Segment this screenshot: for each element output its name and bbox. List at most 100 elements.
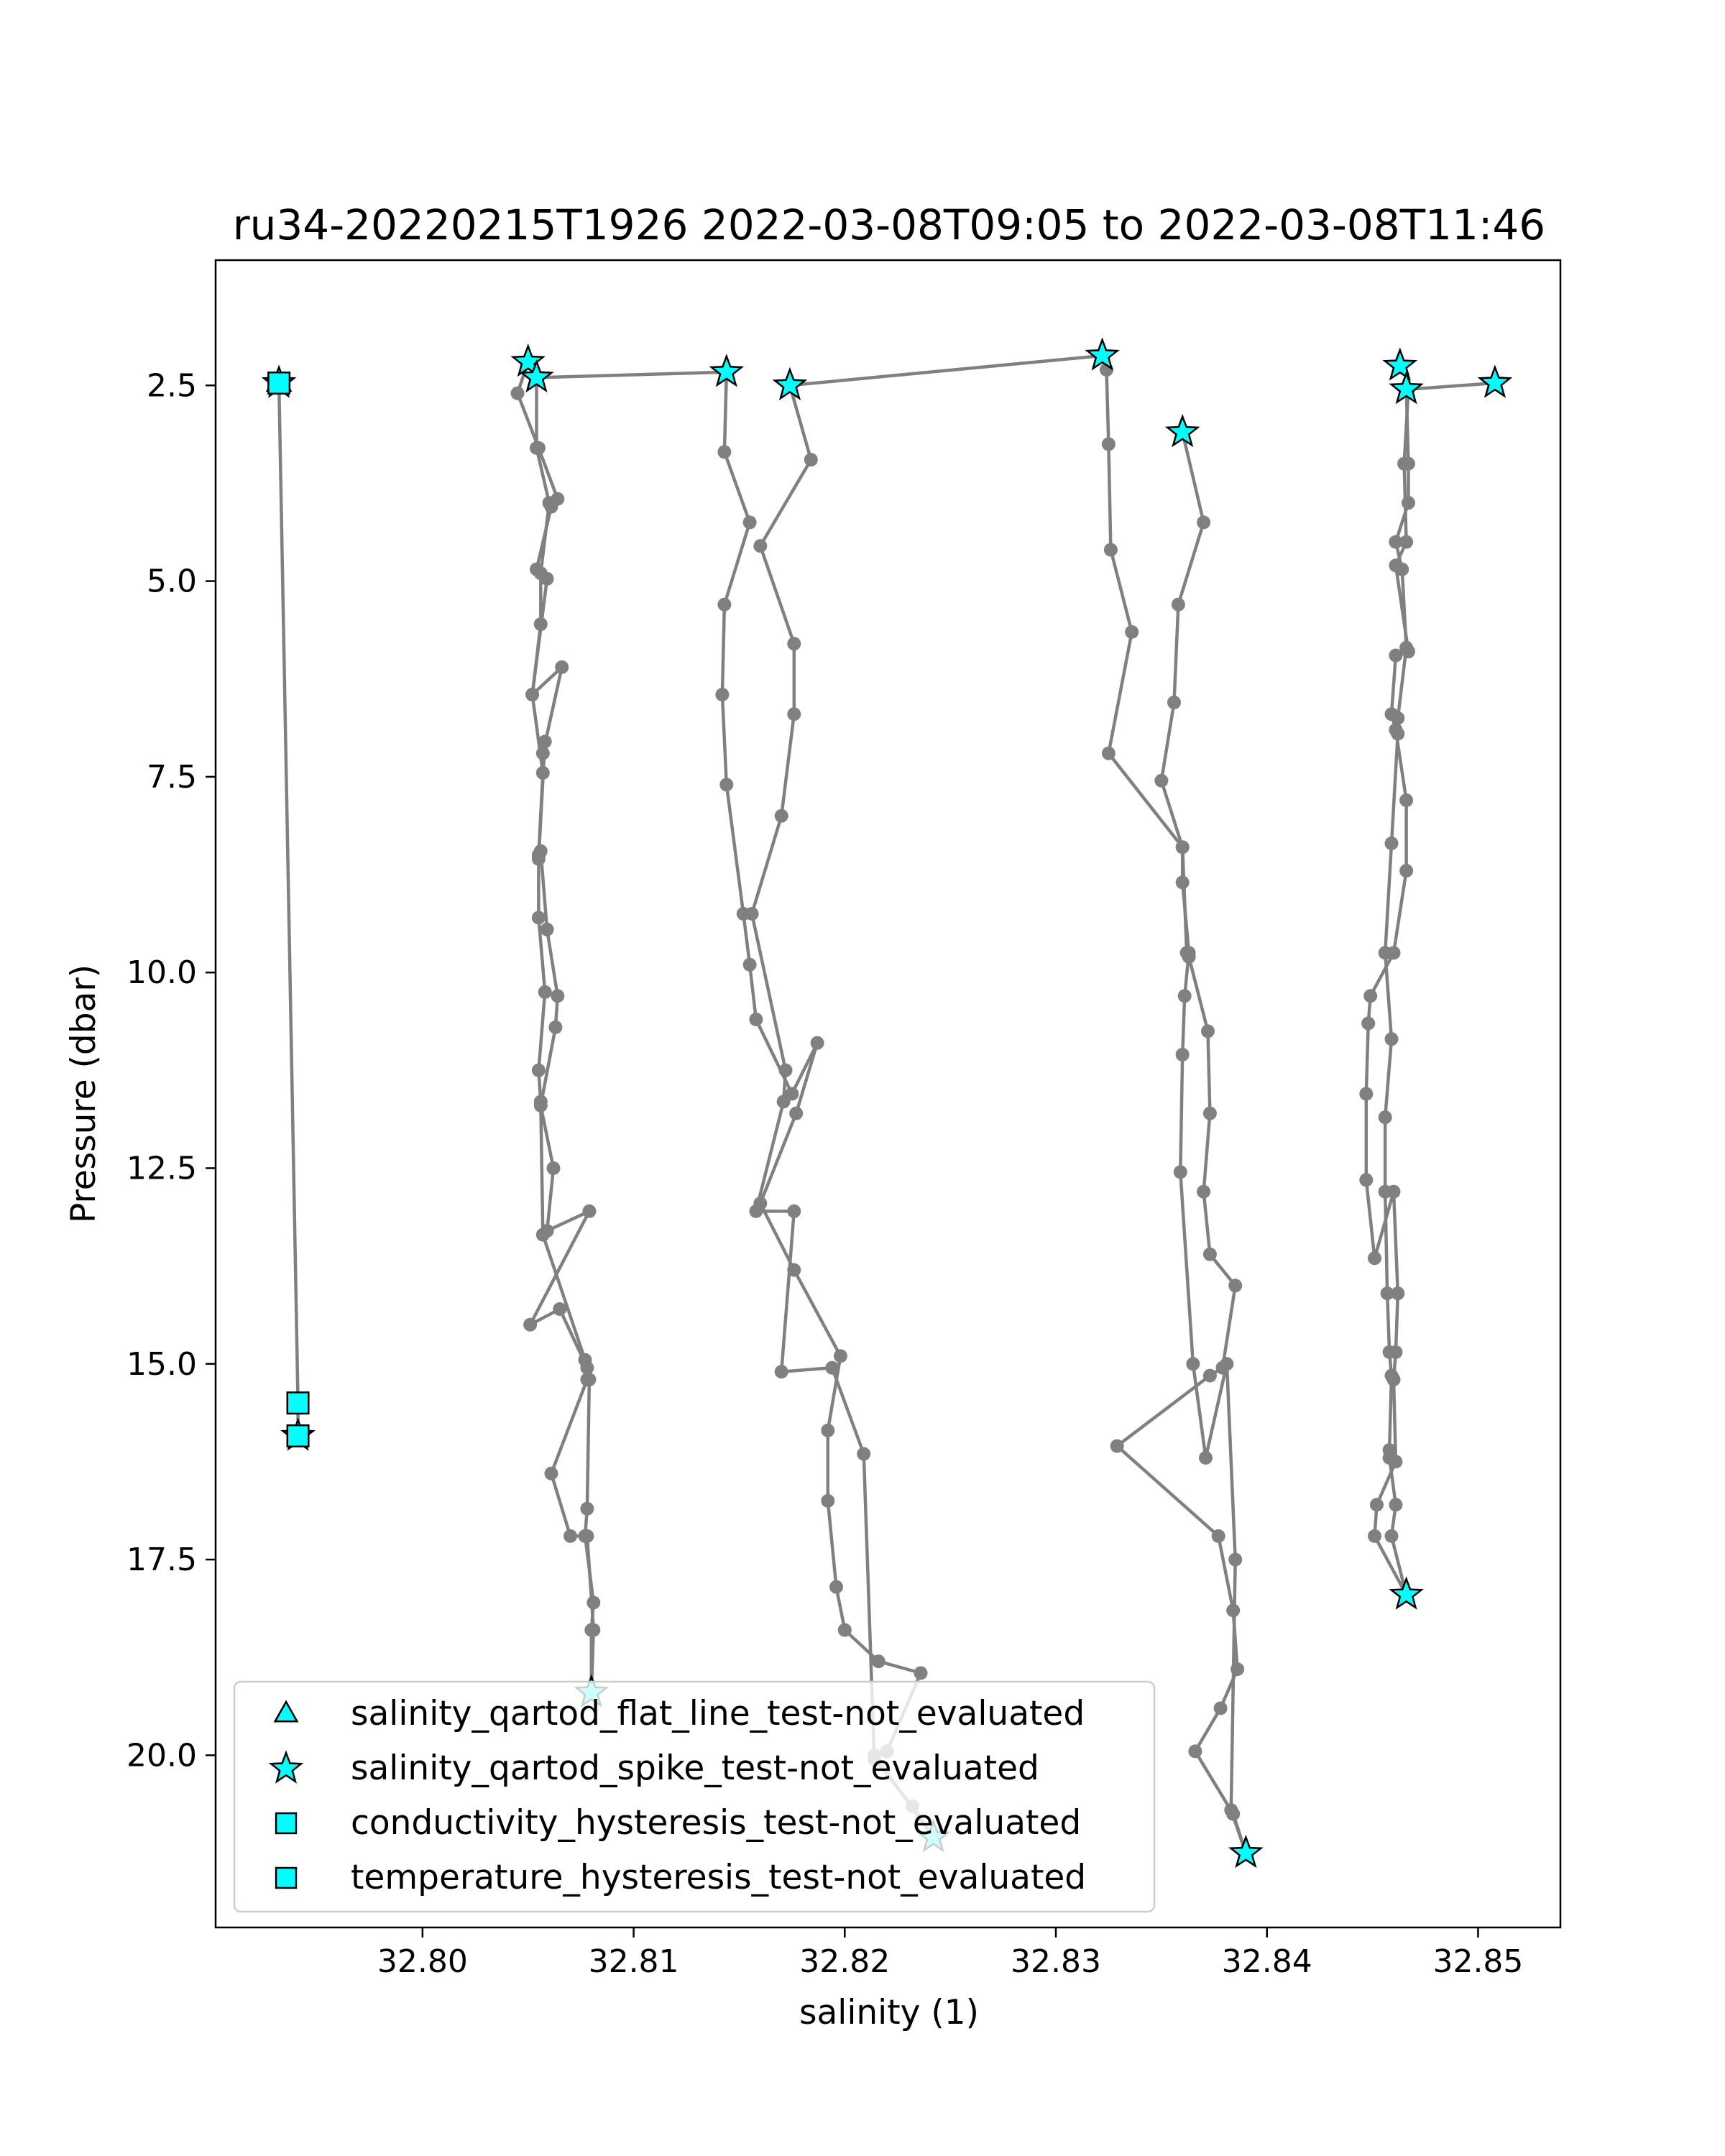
flagged-star-marker [772,367,808,400]
profile-data-point [787,1263,801,1277]
legend-entry-label: salinity_qartod_spike_test-not_evaluated [351,1749,1039,1788]
profile-data-point [1197,1184,1211,1199]
profile-data-point [1211,1529,1225,1543]
profile-data-point [580,1373,594,1387]
profile-data-point [1186,1357,1200,1371]
profile-data-point [580,1529,594,1543]
y-tick-label: 17.5 [126,1542,197,1578]
profile-data-point [531,848,546,862]
profile-data-point [1103,543,1118,557]
profile-data-point [749,1013,763,1026]
profile-data-point [1370,1498,1384,1512]
profile-data-point [586,1623,601,1637]
legend-entry-label: temperature_hysteresis_test-not_evaluate… [351,1858,1086,1897]
x-tick-label: 32.84 [1222,1943,1312,1980]
profile-data-point [1389,558,1403,573]
y-axis-label: Pressure (dbar) [64,964,104,1223]
profile-data-point [1389,1345,1403,1359]
profile-data-point [533,617,548,631]
legend-box [233,1680,1156,1913]
axes-frame [214,259,1562,1929]
profile-data-point [745,907,759,921]
profile-data-point [1391,1286,1405,1301]
flagged-star-marker [1164,414,1200,448]
profile-data-point [1199,1451,1213,1465]
profile-data-point [742,515,757,530]
profile-data-point [1389,648,1403,663]
profile-data-point [582,1204,597,1218]
profile-data-point [1399,793,1414,807]
profile-data-point [1389,1498,1403,1512]
profile-data-point [578,1353,592,1367]
profile-data-point [1384,837,1399,850]
profile-data-point [1177,989,1192,1003]
profile-data-point [1202,1368,1217,1383]
profile-data-point [580,1501,594,1516]
profile-data-point [1386,946,1401,960]
profile-data-point [1359,1087,1374,1101]
profile-data-point [1384,1529,1399,1543]
profile-data-point [1382,1443,1397,1457]
profile-data-point [1173,1165,1187,1179]
profile-data-point [1230,1662,1245,1677]
profile-data-point [1363,989,1378,1003]
legend: salinity_qartod_flat_line_test-not_evalu… [233,1680,1156,1913]
profile-data-point [1389,535,1403,549]
profile-data-point [857,1447,871,1461]
legend-square-marker [275,1812,298,1835]
flagged-star-marker [519,359,554,393]
profile-data-point [533,566,548,581]
profile-data-point [1368,1529,1381,1543]
legend-entry-label: conductivity_hysteresis_test-not_evaluat… [351,1803,1081,1843]
profile-data-point [1213,1701,1228,1715]
profile-data-point [535,765,550,780]
profile-data-point [1384,707,1399,722]
x-tick-label: 32.81 [589,1943,679,1980]
y-tick-label: 15.0 [126,1346,197,1383]
profile-data-point [1378,1110,1392,1125]
profile-data-point [1228,1279,1243,1293]
profile-data-point [776,1095,791,1109]
profile-line-5 [750,354,1103,1838]
profile-data-point [829,1580,843,1594]
profile-data-point [715,688,730,701]
x-axis-ticks: 32.80 32.81 32.82 32.83 32.84 32.85 [377,1927,1523,1980]
profile-data-point [717,445,732,459]
flagged-star-marker [1382,347,1418,381]
profile-data-point [1399,864,1414,878]
x-tick-label: 32.85 [1432,1943,1523,1980]
x-tick-label: 32.83 [1011,1943,1101,1980]
legend-star-marker [268,1750,304,1784]
profile-data-point [717,597,732,612]
profile-data-point [1202,1247,1217,1261]
flagged-star-marker [1389,1576,1424,1610]
profile-data-point [742,957,757,972]
profile-data-point [544,1466,558,1480]
y-tick-label: 5.0 [147,563,197,600]
profile-data-point [1167,695,1181,709]
chart-title: ru34-20220215T1926 2022-03-08T09:05 to 2… [233,201,1545,249]
profile-data-point [535,1227,550,1242]
legend-square-marker [275,1866,298,1889]
profile-data-point [1368,1251,1381,1266]
profile-line-3 [530,377,596,1693]
profile-data-point [789,1106,804,1120]
profile-data-point [1110,1439,1124,1453]
profile-data-point [778,1063,793,1077]
profile-data-point [1171,597,1185,612]
profile-data-point [774,1365,788,1379]
profile-data-point [787,637,801,651]
y-tick-label: 7.5 [147,759,197,796]
flagged-star-marker [1085,337,1120,371]
flagged-star-marker [1477,364,1513,398]
profile-data-point [540,922,554,936]
profile-data-point [749,1204,763,1218]
x-tick-label: 32.82 [799,1943,890,1980]
x-tick-label: 32.80 [377,1943,468,1980]
profile-data-point [1175,1048,1190,1061]
profile-data-point [804,453,818,467]
profile-data-point [530,441,543,455]
profile-data-point [1389,723,1403,737]
profile-data-point [586,1595,601,1610]
